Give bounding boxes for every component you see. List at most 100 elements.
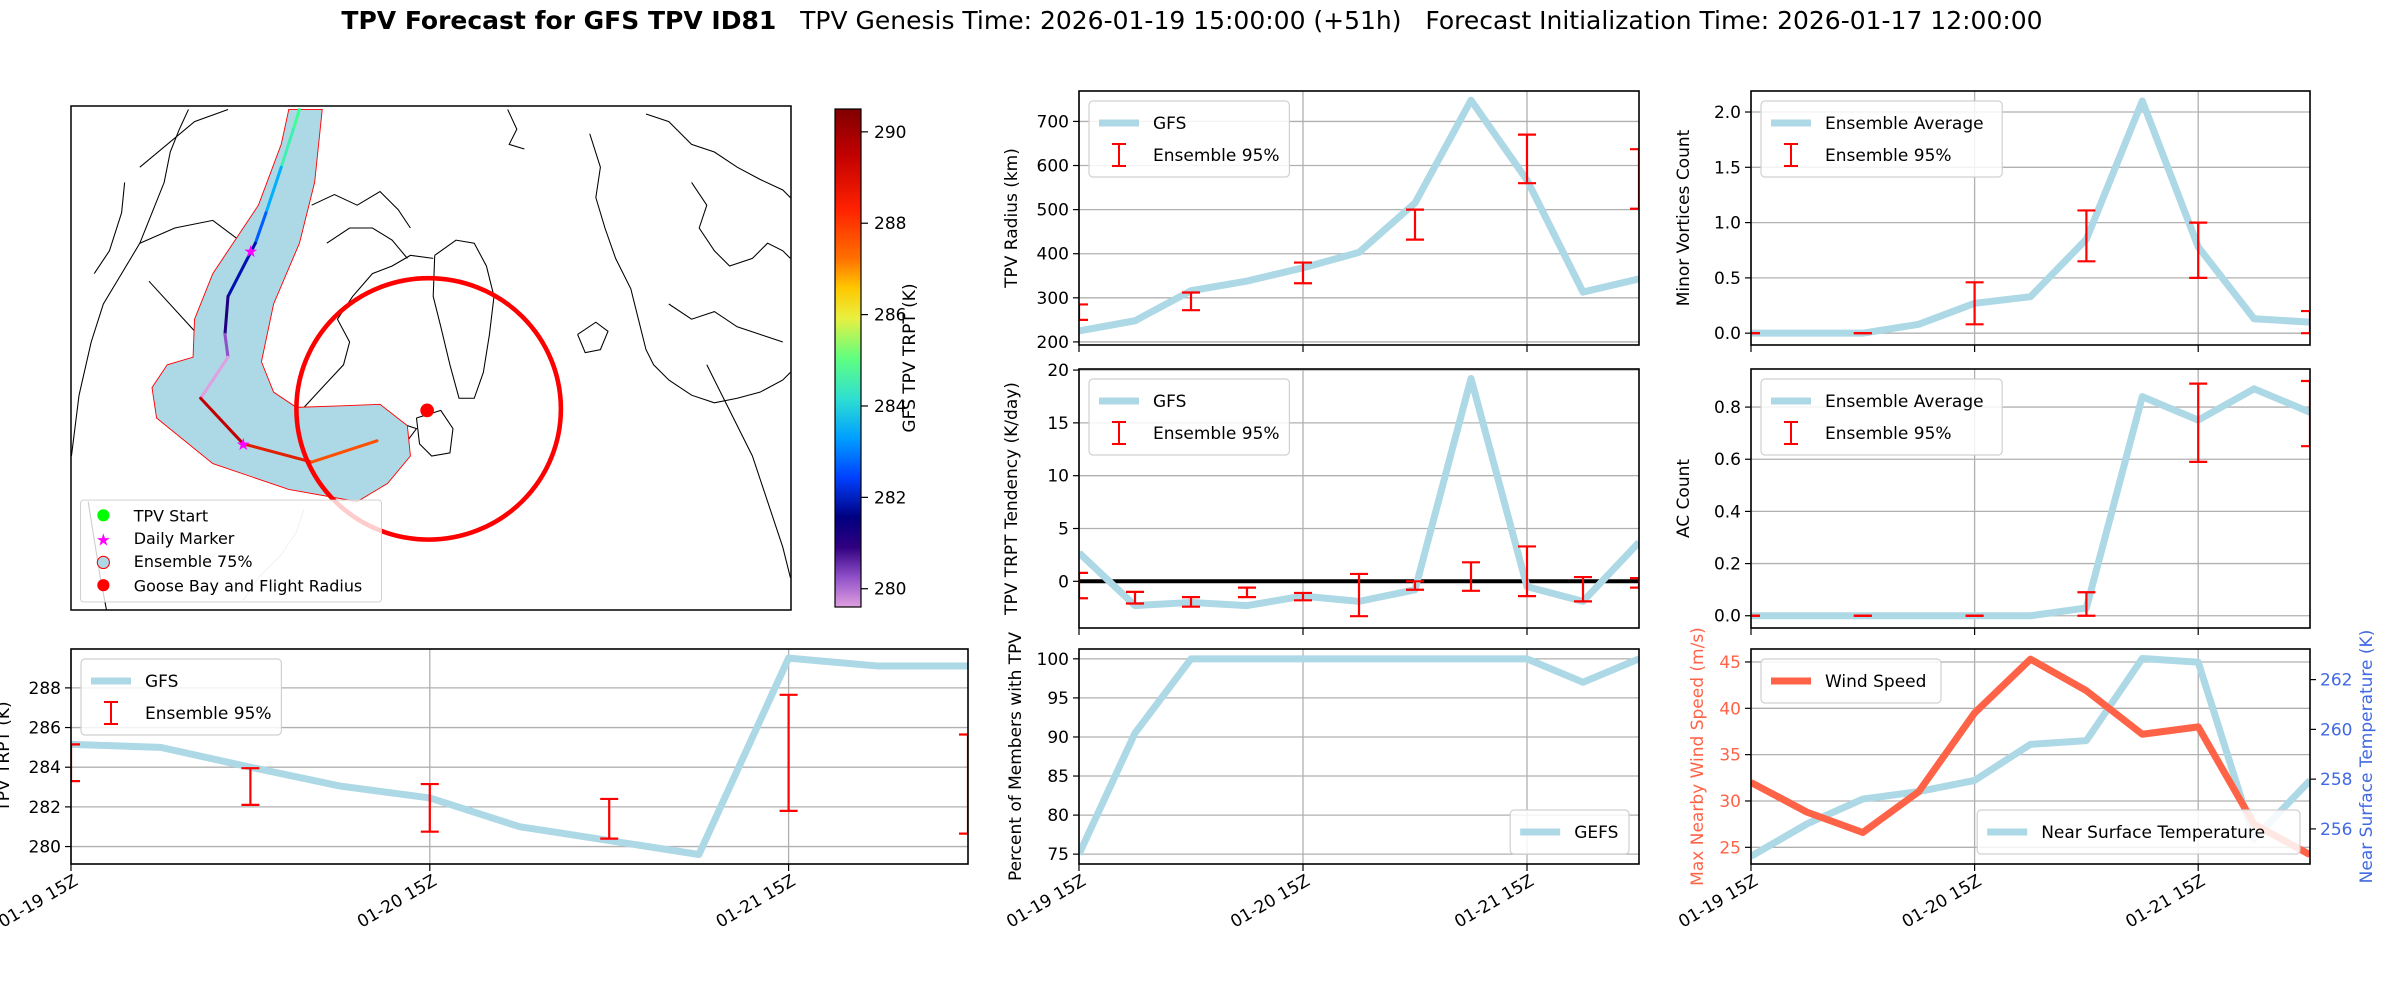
x-tick-label: 01-21 15Z — [1451, 871, 1537, 932]
tpv-track — [199, 107, 379, 464]
colorbar-tick-label: 280 — [874, 580, 906, 600]
y-tick-label: 90 — [1047, 728, 1069, 748]
errorbar — [2301, 309, 2310, 335]
map-legend: ★ TPV Start Daily Marker Ensemble 75% Go… — [80, 499, 382, 603]
y-axis-label: TPV TRPT (K) — [0, 701, 14, 812]
y-tick-label: 0.0 — [1714, 607, 1741, 627]
chart-wind: 25 30 35 40 45 Max Nearby Wind Speed (m/s) 01-… — [1675, 627, 2377, 932]
legend-label: Ensemble 95% — [1153, 424, 1280, 444]
y-tick-label: 35 — [1719, 746, 1741, 766]
y-tick-label: 0 — [1058, 572, 1069, 592]
errorbar — [1182, 291, 1200, 312]
y2-axis-label: Near Surface Temperature (K) — [2357, 630, 2377, 884]
y-axis-label: Percent of Members with TPV — [1006, 632, 1026, 881]
y-tick-label: 288 — [29, 679, 61, 699]
y-tick-label: 500 — [1037, 201, 1069, 221]
x-tick-label: 01-21 15Z — [713, 871, 799, 932]
y-tick-label: 95 — [1047, 689, 1069, 709]
y-axis-label: Max Nearby Wind Speed (m/s) — [1688, 627, 1708, 886]
errorbar — [241, 767, 260, 806]
errorbar — [1518, 545, 1536, 598]
errorbar — [1294, 591, 1312, 602]
legend-goose-bay: Goose Bay and Flight Radius — [134, 576, 363, 595]
y-tick-label: 284 — [29, 758, 61, 778]
axes-frame — [70, 648, 969, 865]
y-tick-label: 0.6 — [1714, 450, 1741, 470]
x-tick-label: 01-20 15Z — [1227, 871, 1313, 932]
errorbar — [600, 797, 619, 840]
axes-frame — [1078, 368, 1640, 629]
y-tick-label: 700 — [1037, 112, 1069, 132]
goose-bay-marker — [420, 403, 434, 418]
colorbar: GFS TPV TRPT (K) 280 282 284 286 288 290 — [834, 108, 920, 608]
x-tick-label: 01-20 15Z — [1899, 871, 1985, 932]
errorbar — [2189, 382, 2208, 463]
chart-legend: GFS Ensemble 95% — [1088, 100, 1290, 178]
legend-daily-marker: Daily Marker — [134, 529, 235, 548]
y-tick-label: 0.8 — [1714, 398, 1741, 418]
legend-tpv-start: TPV Start — [133, 506, 208, 525]
errorbar — [1182, 596, 1200, 608]
y-tick-label: 45 — [1719, 653, 1741, 673]
chart-minor: 0.0 0.5 1.0 1.5 2.0 Minor Vortices Count Ensem… — [1674, 90, 2311, 352]
legend-label: Ensemble 95% — [1825, 146, 1952, 166]
errorbar — [1965, 281, 1984, 326]
colorbar-tick-label: 282 — [874, 488, 906, 508]
x-tick-label: 01-20 15Z — [354, 871, 440, 932]
colorbar-tick-label: 284 — [874, 397, 906, 417]
errorbar — [2077, 591, 2096, 617]
errorbar — [1406, 208, 1424, 241]
legend-label: Ensemble 95% — [145, 704, 272, 724]
daily-marker-icon: ★ — [243, 241, 258, 261]
daily-marker-legend-icon: ★ — [96, 530, 111, 550]
errorbar — [1630, 577, 1639, 589]
tpv-start-icon — [97, 509, 110, 522]
errorbar — [1406, 580, 1424, 591]
errorbar — [779, 693, 798, 812]
chart-legend: Wind Speed — [1760, 658, 1942, 704]
colorbar-tick-label: 286 — [874, 306, 906, 326]
y-tick-label: 0.5 — [1714, 269, 1741, 289]
y-tick-label: 0.4 — [1714, 502, 1741, 522]
y-tick-label: 25 — [1719, 838, 1741, 858]
errorbar — [1079, 571, 1088, 600]
errorbar — [2301, 379, 2310, 448]
legend-label: GFS — [1153, 392, 1186, 412]
title-init: Forecast Initialization Time: 2026-01-17… — [1425, 6, 2043, 35]
errorbar — [1462, 561, 1480, 592]
series-line — [1751, 97, 2310, 337]
ensemble-75-area — [151, 108, 411, 503]
series-line — [71, 654, 968, 858]
y-tick-label: 300 — [1037, 289, 1069, 309]
chart-legend: Ensemble Average Ensemble 95% — [1760, 100, 2003, 178]
goose-bay-icon — [97, 579, 110, 592]
colorbar-tick-label: 288 — [874, 214, 906, 234]
errorbar — [1518, 133, 1536, 185]
y-tick-label: 2.0 — [1714, 103, 1741, 123]
y2-tick-label: 258 — [2320, 770, 2352, 790]
y-tick-label: 30 — [1719, 792, 1741, 812]
colorbar-tick-label: 290 — [874, 123, 906, 143]
errorbar — [2189, 221, 2208, 279]
track-map: ★ ★ ★ TPV Start Daily Marker Ensemble 75… — [70, 105, 792, 611]
y-tick-label: 200 — [1037, 333, 1069, 353]
title-main: TPV Forecast for GFS TPV ID81 — [341, 6, 777, 35]
errorbar — [959, 733, 968, 835]
chart-legend: Near Surface Temperature — [1976, 809, 2301, 855]
series-line — [1751, 385, 2310, 620]
chart-trpt: 280 282 284 286 288 TPV TRPT (K) 01-19 15Z 01-2… — [0, 648, 969, 932]
series-line — [1751, 655, 2310, 858]
y-tick-label: 286 — [29, 719, 61, 739]
chart-radius: 200 300 400 500 600 700 TPV Radius (km) GFS Ense… — [1002, 90, 1640, 353]
legend-label: Ensemble 95% — [1153, 146, 1280, 166]
y-tick-label: 75 — [1047, 845, 1069, 865]
y-tick-label: 15 — [1047, 414, 1069, 434]
y-tick-label: 1.0 — [1714, 214, 1741, 234]
errorbar — [1350, 572, 1368, 618]
chart-legend: GFS Ensemble 95% — [80, 658, 282, 736]
flight-radius-circle — [294, 275, 564, 542]
axes-frame — [1750, 648, 2311, 865]
y-tick-label: 1.5 — [1714, 158, 1741, 178]
legend-label: Ensemble Average — [1825, 114, 1984, 134]
